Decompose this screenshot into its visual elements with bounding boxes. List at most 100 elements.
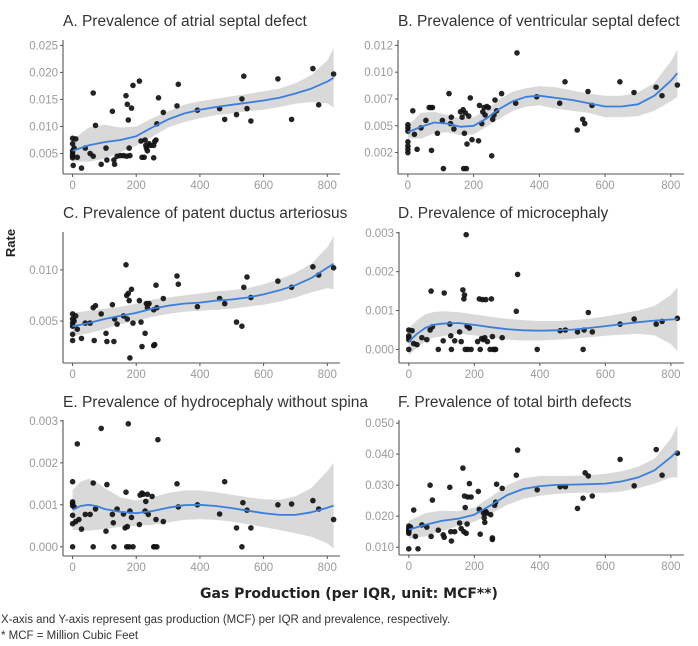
- data-point: [136, 521, 143, 528]
- data-point: [451, 528, 458, 535]
- data-point: [458, 338, 465, 345]
- data-point: [489, 536, 496, 543]
- data-point: [114, 321, 120, 327]
- data-point: [74, 441, 81, 447]
- data-point: [155, 95, 162, 101]
- data-point: [617, 79, 623, 85]
- data-point: [674, 315, 681, 322]
- confidence-ribbon: [408, 287, 678, 356]
- data-point: [451, 126, 457, 132]
- data-point: [419, 334, 425, 341]
- data-point: [448, 346, 455, 353]
- y-tick-label: 0.040: [365, 449, 394, 461]
- data-point: [460, 465, 466, 471]
- data-point: [275, 76, 281, 82]
- data-point: [126, 297, 132, 304]
- data-point: [456, 329, 463, 335]
- data-point: [138, 319, 144, 325]
- y-tick-label: 0.005: [29, 148, 58, 160]
- data-point: [160, 518, 167, 525]
- data-point: [128, 286, 135, 293]
- data-point: [125, 421, 132, 427]
- x-tick-label: 200: [127, 369, 146, 381]
- loess-smooth-line: [408, 450, 679, 531]
- confidence-ribbon: [408, 425, 678, 539]
- data-point: [589, 493, 596, 499]
- data-point: [90, 544, 96, 550]
- data-point: [310, 497, 316, 504]
- panel-f: F. Prevalence of total birth defects 0 200…: [365, 394, 684, 573]
- data-point: [427, 482, 433, 489]
- data-point: [123, 92, 129, 99]
- data-point: [435, 346, 442, 353]
- data-point: [659, 472, 665, 479]
- y-tick-label: 0.010: [365, 542, 394, 554]
- data-point: [315, 102, 322, 108]
- y-axis-label: Rate: [3, 229, 18, 257]
- data-point: [98, 311, 104, 317]
- x-tick-label: 400: [530, 369, 549, 381]
- confidence-ribbon: [72, 236, 334, 337]
- data-point: [248, 525, 254, 531]
- data-point: [467, 95, 474, 101]
- data-point: [513, 472, 520, 479]
- data-point: [456, 520, 463, 526]
- data-point: [631, 89, 637, 96]
- data-point: [585, 88, 591, 95]
- data-point: [221, 300, 228, 307]
- data-point: [153, 516, 159, 523]
- data-point: [111, 157, 117, 163]
- data-point: [512, 100, 519, 106]
- data-point: [248, 118, 254, 124]
- loess-smooth-line: [408, 318, 678, 343]
- data-point: [72, 136, 79, 142]
- x-tick-label: 0: [406, 369, 412, 381]
- data-point: [142, 330, 148, 337]
- data-point: [482, 519, 488, 526]
- data-point: [78, 526, 85, 532]
- x-tick-label: 400: [530, 180, 549, 192]
- data-point: [78, 165, 85, 171]
- panel-c: C. Prevalence of patent ductus arteriosu…: [29, 205, 347, 381]
- y-tick-label: 0.012: [364, 40, 393, 52]
- data-point: [125, 290, 132, 297]
- x-tick-label: 400: [190, 180, 209, 192]
- panel-d: D. Prevalence of microcephaly 0 200 400 600 8…: [365, 205, 684, 381]
- x-tick-label: 0: [69, 562, 75, 574]
- data-point: [411, 131, 418, 138]
- data-point: [103, 330, 109, 337]
- data-point: [330, 516, 337, 523]
- data-point: [109, 108, 116, 115]
- data-point: [240, 499, 246, 506]
- data-point: [435, 527, 442, 533]
- data-point: [463, 530, 470, 537]
- data-point: [111, 161, 118, 168]
- data-point: [534, 346, 540, 353]
- data-point: [489, 333, 496, 340]
- data-point: [160, 295, 167, 302]
- data-point: [69, 512, 76, 519]
- data-point: [233, 319, 240, 325]
- data-point: [514, 271, 521, 278]
- loess-smooth-line: [72, 262, 335, 328]
- data-point: [466, 325, 473, 331]
- data-point: [139, 343, 145, 350]
- data-point: [140, 491, 146, 498]
- panel-title: A. Prevalence of atrial septal defect: [63, 13, 308, 30]
- data-point: [581, 120, 588, 127]
- y-tick-label: 0.025: [29, 40, 58, 52]
- x-tick-label: 600: [596, 561, 615, 573]
- data-point: [653, 446, 659, 453]
- data-point: [448, 538, 455, 544]
- data-point: [483, 296, 489, 303]
- data-point: [424, 336, 430, 343]
- data-point: [475, 138, 482, 144]
- x-tick-label: 800: [318, 562, 337, 574]
- y-tick-label: 0.020: [29, 67, 58, 79]
- data-point: [239, 544, 245, 550]
- data-point: [98, 161, 104, 168]
- data-point: [464, 141, 470, 147]
- footnote-mcf: * MCF = Million Cubic Feet: [1, 630, 139, 642]
- y-tick-label: 0.000: [29, 542, 58, 554]
- x-tick-label: 600: [254, 369, 273, 381]
